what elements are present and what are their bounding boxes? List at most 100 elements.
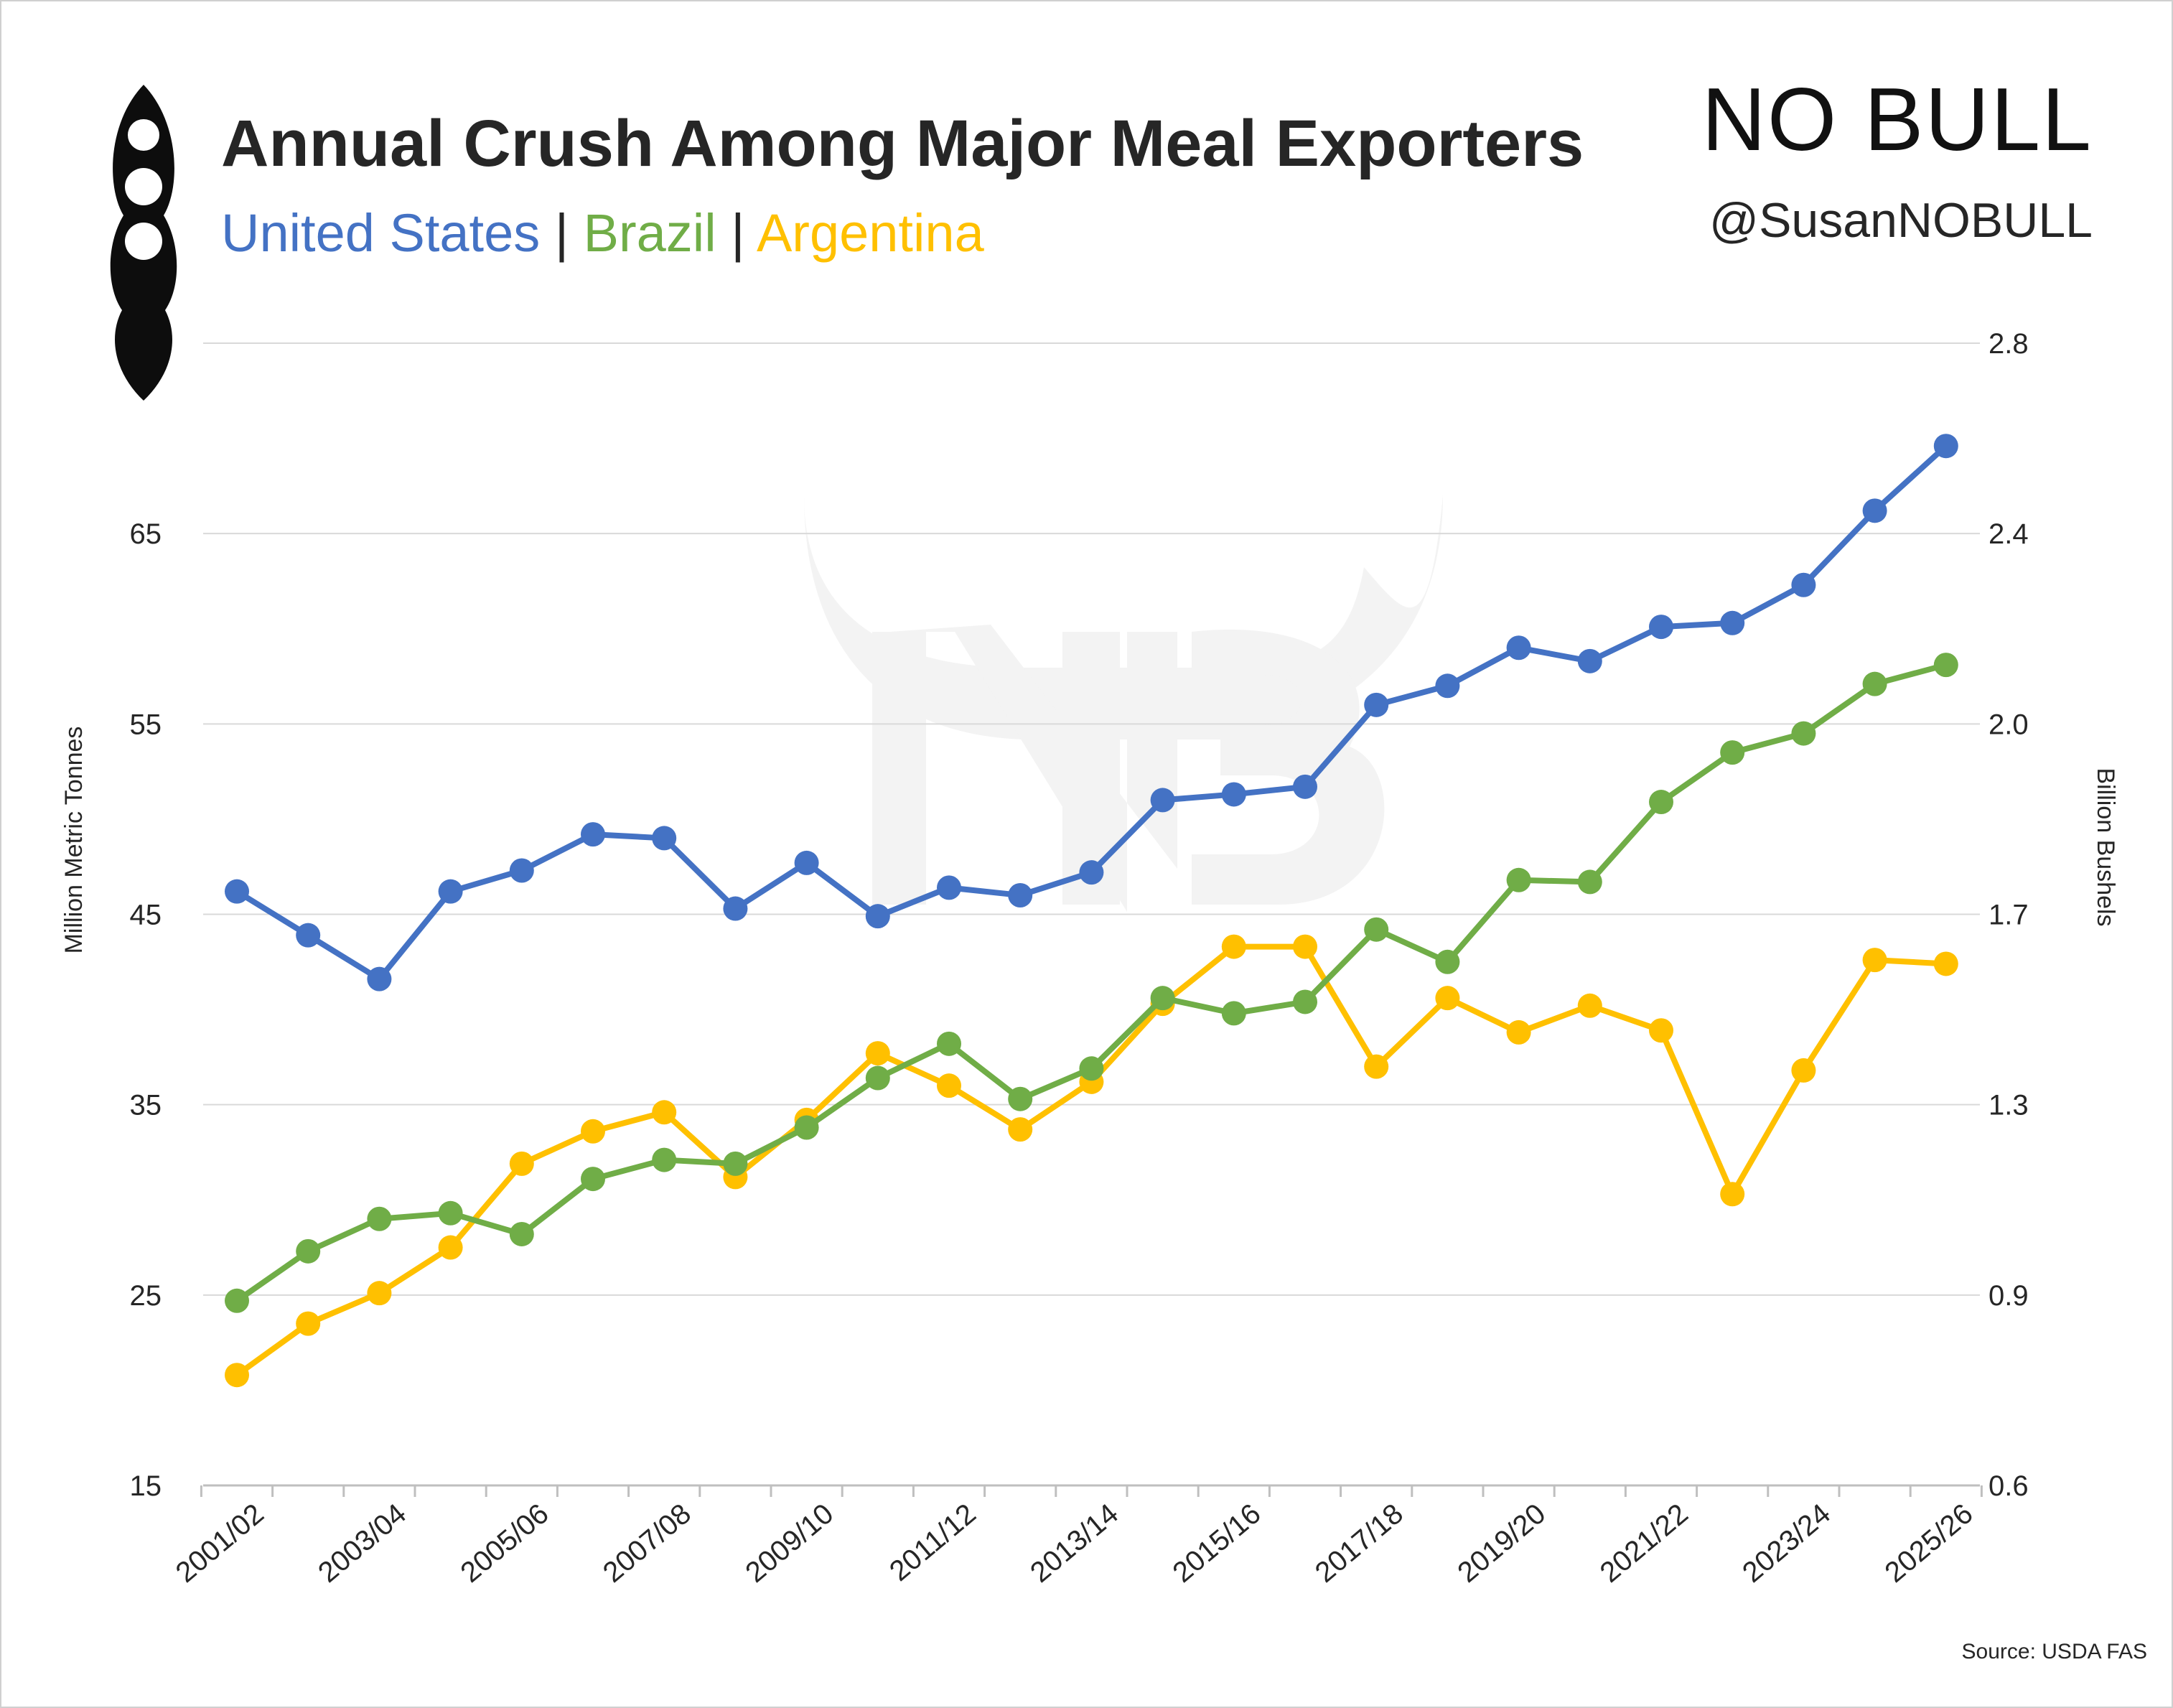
data-point-argentina — [581, 1119, 605, 1144]
data-point-united-states — [723, 896, 748, 921]
legend-united-states: United States — [221, 203, 541, 263]
data-point-united-states — [1649, 615, 1673, 640]
data-point-argentina — [438, 1235, 463, 1260]
soybean-pod-icon — [110, 85, 177, 401]
data-point-united-states — [296, 923, 321, 948]
data-point-argentina — [1221, 934, 1246, 959]
x-tick-label: 2023/24 — [1737, 1498, 1836, 1589]
legend-argentina: Argentina — [756, 203, 984, 263]
brand-logo: NO BULL — [1701, 70, 2093, 169]
x-tick-label: 2003/04 — [312, 1498, 412, 1589]
chart-legend-subtitle: United States | Brazil | Argentina — [221, 202, 984, 263]
legend-separator: | — [731, 203, 745, 263]
data-point-argentina — [1933, 951, 1958, 976]
data-point-argentina — [937, 1073, 961, 1098]
y2-tick-label: 0.9 — [1989, 1280, 2029, 1312]
data-point-argentina — [1293, 934, 1317, 959]
x-tick-label: 2007/08 — [597, 1498, 697, 1589]
data-point-united-states — [1221, 782, 1246, 807]
y-tick-label: 25 — [130, 1280, 162, 1312]
y2-tick-label: 0.6 — [1989, 1470, 2029, 1502]
x-tick-label: 2001/02 — [170, 1498, 270, 1589]
data-point-united-states — [1364, 692, 1389, 717]
data-point-united-states — [1862, 498, 1887, 523]
data-point-brazil — [865, 1065, 890, 1091]
data-point-brazil — [1577, 869, 1602, 895]
x-tick-label: 2005/06 — [455, 1498, 555, 1589]
data-point-united-states — [1079, 860, 1104, 885]
data-point-brazil — [509, 1221, 534, 1246]
data-point-brazil — [1008, 1086, 1033, 1111]
data-point-argentina — [1720, 1182, 1745, 1207]
data-point-brazil — [225, 1288, 249, 1313]
data-point-argentina — [1649, 1018, 1673, 1043]
author-handle: @SusanNOBULL — [1709, 193, 2093, 248]
data-point-brazil — [794, 1115, 819, 1140]
x-tick-label: 2025/26 — [1879, 1498, 1979, 1589]
y-tick-label: 45 — [130, 900, 162, 931]
x-tick-label: 2011/12 — [884, 1498, 982, 1587]
data-point-united-states — [1720, 610, 1745, 635]
x-tick-label: 2015/16 — [1167, 1498, 1267, 1589]
data-point-argentina — [1008, 1117, 1033, 1142]
data-point-argentina — [296, 1311, 321, 1336]
data-point-brazil — [1791, 721, 1816, 746]
data-point-brazil — [1364, 917, 1389, 942]
data-point-argentina — [1435, 986, 1460, 1011]
y2-tick-label: 2.0 — [1989, 709, 2029, 740]
data-point-brazil — [1862, 671, 1887, 696]
data-point-united-states — [1506, 635, 1531, 661]
y2-tick-label: 2.8 — [1989, 328, 2029, 360]
data-point-united-states — [1933, 434, 1958, 459]
data-point-united-states — [438, 879, 463, 904]
data-point-united-states — [581, 822, 605, 847]
data-point-brazil — [1150, 986, 1175, 1011]
watermark-icon — [804, 495, 1443, 912]
series-line-argentina — [235, 943, 1947, 1378]
data-point-brazil — [1435, 949, 1460, 974]
series-layer — [225, 434, 1958, 1388]
x-tick-label: 2019/20 — [1452, 1498, 1551, 1589]
y2-tick-label: 1.3 — [1989, 1090, 2029, 1121]
data-point-united-states — [1293, 774, 1317, 799]
data-point-united-states — [1150, 788, 1175, 813]
data-point-argentina — [1577, 993, 1602, 1018]
y-tick-label: 65 — [130, 518, 162, 550]
y2-tick-label: 2.4 — [1989, 518, 2029, 550]
gridlines — [203, 342, 1980, 1296]
data-point-argentina — [865, 1041, 890, 1066]
data-point-argentina — [1791, 1058, 1816, 1083]
data-point-united-states — [1577, 648, 1602, 673]
data-point-united-states — [1008, 882, 1033, 907]
data-point-united-states — [1435, 673, 1460, 699]
y-tick-label: 35 — [130, 1090, 162, 1121]
x-tick-label: 2009/10 — [739, 1498, 839, 1589]
data-point-united-states — [794, 850, 819, 875]
data-point-brazil — [652, 1147, 677, 1172]
data-point-brazil — [296, 1238, 321, 1264]
data-point-brazil — [1506, 867, 1531, 892]
data-point-brazil — [367, 1206, 392, 1231]
y-tick-label: 15 — [130, 1470, 162, 1502]
data-point-brazil — [1221, 1001, 1246, 1026]
data-point-united-states — [225, 879, 249, 904]
data-point-united-states — [652, 826, 677, 851]
legend-separator: | — [554, 203, 569, 263]
data-point-brazil — [1649, 790, 1673, 815]
y2-axis-label: Billion Bushels — [2092, 767, 2119, 926]
x-tick-label: 2017/18 — [1309, 1498, 1409, 1589]
y2-tick-label: 1.7 — [1989, 900, 2029, 931]
data-point-argentina — [1364, 1054, 1389, 1079]
data-point-argentina — [509, 1151, 534, 1176]
data-point-united-states — [509, 858, 534, 883]
data-point-united-states — [1791, 572, 1816, 597]
legend-brazil: Brazil — [583, 203, 716, 263]
data-point-argentina — [1862, 948, 1887, 973]
data-point-argentina — [367, 1281, 392, 1306]
y-tick-label: 55 — [130, 709, 162, 740]
data-point-argentina — [652, 1100, 677, 1125]
data-point-brazil — [723, 1151, 748, 1176]
data-point-brazil — [1293, 989, 1317, 1014]
